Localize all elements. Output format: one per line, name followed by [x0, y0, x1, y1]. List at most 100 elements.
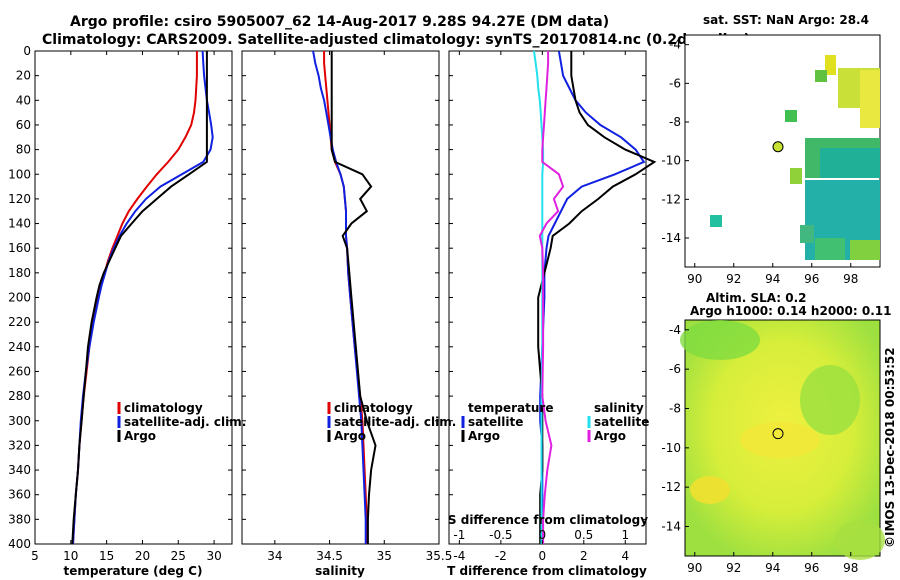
argo-position-marker — [772, 141, 784, 153]
map-y-tick-label: -10 — [661, 154, 681, 168]
x-tick-labels: 5 10 15 20 25 30 34 34.5 35 35.5 -4 -2 0 2 4 -1 -0.5 0 0.5… — [31, 51, 629, 563]
sla-patch — [740, 422, 820, 458]
depth-tick-label: 340 — [8, 463, 31, 477]
depth-tick-label: 20 — [16, 69, 31, 83]
s-difference-label: S difference from climatology — [448, 513, 648, 527]
sst-map: 90 92 94 96 98 -4 -6 -8 -10 -12 -14 — [661, 34, 881, 286]
depth-tick-label: 100 — [8, 167, 31, 181]
map-y-tick-label: -12 — [661, 480, 681, 494]
series-line-argo — [71, 51, 208, 545]
legend-s-argo: Argo — [594, 429, 626, 443]
depth-tick-label: 220 — [8, 315, 31, 329]
depth-tick-label: 40 — [16, 93, 31, 107]
sst-map-title: sat. SST: NaN Argo: 28.4 — [703, 13, 869, 27]
difference-xlabel: T difference from climatology — [447, 564, 647, 578]
x-tick-label: 20 — [135, 549, 150, 563]
legend-satellite: satellite-adj. clim. — [124, 415, 246, 429]
map-x-tick-label: 98 — [843, 272, 858, 286]
depth-axis: 0 20 40 60 80 100 120 140 160 180 200 220 240 260 280 3… — [8, 44, 31, 551]
sst-patch — [815, 70, 827, 82]
map-y-tick-label: -6 — [669, 76, 681, 90]
title-line-2: Climatology: CARS2009. Satellite-adjuste… — [42, 32, 750, 48]
depth-tick-label: 400 — [8, 537, 31, 551]
argo-position-marker — [772, 428, 784, 440]
s-tick-label: -1 — [453, 528, 465, 542]
depth-tick-label: 200 — [8, 291, 31, 305]
x-tick-label: 35.5 — [426, 549, 453, 563]
depth-tick-label: 320 — [8, 438, 31, 452]
sla-patch — [835, 520, 885, 560]
x-tick-label: 34 — [267, 549, 282, 563]
sla-patch — [690, 476, 730, 504]
temperature-xlabel: temperature (deg C) — [64, 564, 203, 578]
legend-salinity-heading: salinity — [594, 401, 644, 415]
depth-tick-label: 300 — [8, 414, 31, 428]
s-tick-label: 0 — [538, 528, 546, 542]
depth-tick-label: 280 — [8, 389, 31, 403]
x-tick-label: -4 — [453, 549, 465, 563]
sst-patch — [785, 110, 797, 122]
series-line-climatology — [323, 51, 368, 544]
map-x-tick-label: 98 — [843, 561, 858, 575]
map-y-tick-label: -4 — [669, 323, 681, 337]
sla-patch — [800, 365, 860, 435]
sst-patch — [790, 168, 802, 184]
salinity-panel — [241, 50, 440, 545]
legend-s-satellite: satellite — [594, 415, 649, 429]
series-line-s-argo — [538, 51, 565, 544]
map-x-tick-label: 96 — [804, 272, 819, 286]
sst-patch — [825, 55, 836, 75]
sst-patch — [710, 215, 722, 227]
difference-legend: temperature satellite Argo salinity sate… — [461, 401, 649, 443]
sla-map-title: Altim. SLA: 0.2 — [706, 291, 807, 305]
map-y-tick-label: -14 — [661, 231, 681, 245]
x-tick-label: -2 — [495, 549, 507, 563]
legend-climatology: climatology — [334, 401, 413, 415]
map-x-tick-label: 94 — [765, 272, 780, 286]
map-y-tick-label: -6 — [669, 362, 681, 376]
map-y-tick-label: -8 — [669, 402, 681, 416]
depth-tick-label: 0 — [23, 44, 31, 58]
sst-patch — [800, 225, 814, 243]
legend-t-argo: Argo — [468, 429, 500, 443]
series-line-t-satellite — [539, 50, 646, 544]
s-tick-label: 1 — [621, 528, 629, 542]
legend-climatology: climatology — [124, 401, 203, 415]
sst-patch — [860, 70, 880, 128]
map-y-tick-label: -14 — [661, 520, 681, 534]
salinity-legend: climatology satellite-adj. clim. Argo — [327, 401, 456, 443]
map-x-tick-label: 94 — [765, 561, 780, 575]
map-y-tick-label: -12 — [661, 192, 681, 206]
map-x-tick-label: 96 — [804, 561, 819, 575]
map-y-tick-label: -8 — [669, 115, 681, 129]
salinity-xlabel: salinity — [315, 564, 365, 578]
temperature-panel — [34, 50, 233, 545]
map-x-tick-label: 92 — [726, 561, 741, 575]
depth-tick-label: 160 — [8, 241, 31, 255]
sla-map-subtitle: Argo h1000: 0.14 h2000: 0.11 — [690, 304, 891, 318]
sst-patches — [710, 55, 880, 260]
depth-tick-label: 180 — [8, 266, 31, 280]
credit-text: ©IMOS 13-Dec-2018 00:53:52 — [883, 347, 897, 548]
depth-tick-label: 360 — [8, 488, 31, 502]
depth-tick-label: 240 — [8, 340, 31, 354]
sst-patch — [850, 240, 880, 260]
profile-lines — [71, 50, 657, 545]
sst-patch — [815, 238, 845, 260]
depth-tick-label: 140 — [8, 217, 31, 231]
s-tick-label: -0.5 — [489, 528, 512, 542]
series-line-s-satellite — [533, 50, 545, 544]
map-x-tick-label: 92 — [726, 272, 741, 286]
x-tick-label: 30 — [206, 549, 221, 563]
series-line-t-argo — [537, 51, 657, 544]
temperature-legend: climatology satellite-adj. clim. Argo — [117, 401, 246, 443]
map-y-tick-label: -10 — [661, 441, 681, 455]
series-line-climatology — [72, 51, 198, 545]
x-tick-label: 25 — [171, 549, 186, 563]
x-tick-label: 10 — [63, 549, 78, 563]
legend-temperature-heading: temperature — [468, 401, 553, 415]
x-tick-label: 4 — [621, 549, 629, 563]
sla-map-axis: 90 92 94 96 98 -4 -6 -8 -10 -12 -14 — [661, 323, 858, 575]
legend-argo: Argo — [334, 429, 366, 443]
